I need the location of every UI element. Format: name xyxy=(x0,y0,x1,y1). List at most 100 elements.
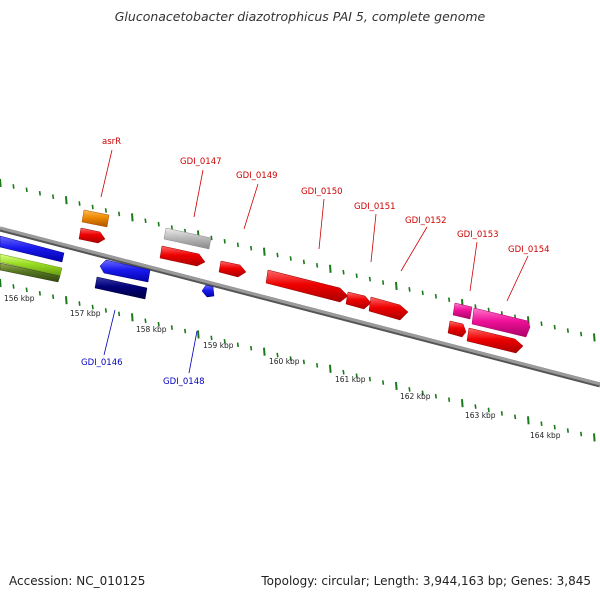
scale-tick xyxy=(65,196,68,205)
leader-line-GDI_0154 xyxy=(506,255,529,302)
leader-line-GDI_0150 xyxy=(318,198,325,250)
scale-tick xyxy=(104,308,107,313)
scale-tick xyxy=(118,211,121,217)
scale-tick xyxy=(540,421,543,427)
scale-tick xyxy=(329,364,332,373)
scale-tick xyxy=(289,256,292,261)
scale-tick xyxy=(593,433,596,442)
scale-label: 162 kbp xyxy=(400,392,431,401)
scale-tick xyxy=(38,290,41,296)
scale-tick xyxy=(580,431,583,437)
outer-tick-track xyxy=(0,178,596,342)
feature-GDI_0149[interactable] xyxy=(218,260,247,278)
scale-label: 164 kbp xyxy=(530,431,561,440)
gene-label-GDI_0148[interactable]: GDI_0148 xyxy=(163,377,205,387)
scale-tick xyxy=(250,245,253,251)
feature-asrR[interactable] xyxy=(81,209,110,228)
scale-tick xyxy=(0,178,2,188)
gene-label-GDI_0154[interactable]: GDI_0154 xyxy=(508,245,550,255)
scale-tick xyxy=(157,221,160,227)
leader-line-GDI_0151 xyxy=(370,213,377,263)
feature-GDI_0146-navy[interactable] xyxy=(94,276,148,300)
feature-GDI_0154-magenta[interactable] xyxy=(471,307,531,338)
scale-tick xyxy=(223,239,226,244)
scale-tick xyxy=(302,259,305,265)
scale-tick xyxy=(566,328,569,333)
scale-tick xyxy=(316,263,319,268)
scale-tick xyxy=(355,373,358,378)
gene-label-asrR[interactable]: asrR xyxy=(102,137,121,147)
gene-label-GDI_0153[interactable]: GDI_0153 xyxy=(457,230,499,240)
scale-tick xyxy=(104,208,107,213)
scale-tick xyxy=(25,287,28,293)
scale-tick xyxy=(12,284,15,289)
scale-tick xyxy=(289,356,292,361)
scale-tick xyxy=(395,381,398,391)
scale-tick xyxy=(276,252,279,258)
scale-tick xyxy=(527,416,530,425)
gene-label-GDI_0151[interactable]: GDI_0151 xyxy=(354,202,396,212)
scale-tick xyxy=(78,201,81,206)
leader-line-GDI_0149 xyxy=(243,183,259,230)
scale-tick xyxy=(65,296,68,305)
scale-tick xyxy=(0,278,2,288)
feature-GDI_0148[interactable] xyxy=(201,284,215,298)
scale-tick xyxy=(421,390,424,396)
feature-GDI_0152[interactable] xyxy=(368,296,409,321)
scale-tick xyxy=(461,399,464,408)
scale-tick xyxy=(12,184,15,189)
scale-labels: 156 kbp 157 kbp 158 kbp 159 kbp 160 kbp … xyxy=(4,294,561,440)
feature-GDI_0150[interactable] xyxy=(265,269,349,303)
feature-olive-left[interactable] xyxy=(0,262,61,283)
scale-tick xyxy=(474,304,477,309)
scale-tick xyxy=(553,424,556,430)
feature-GDI_0146-blue[interactable] xyxy=(99,259,151,283)
scale-tick xyxy=(355,273,358,278)
gene-label-GDI_0146[interactable]: GDI_0146 xyxy=(81,358,123,368)
scale-tick xyxy=(144,318,147,324)
scale-tick xyxy=(316,363,319,368)
feature-blue-left[interactable] xyxy=(0,235,65,263)
scale-tick xyxy=(236,342,239,348)
gene-label-GDI_0147[interactable]: GDI_0147 xyxy=(180,157,222,167)
scale-tick xyxy=(566,428,569,433)
scale-label: 159 kbp xyxy=(203,341,234,350)
scale-tick xyxy=(276,352,279,358)
gene-label-GDI_0149[interactable]: GDI_0149 xyxy=(236,171,278,181)
scale-tick xyxy=(408,387,411,392)
scale-tick xyxy=(131,213,134,222)
feature-GDI_0147-red[interactable] xyxy=(159,245,206,267)
scale-tick xyxy=(25,187,28,193)
scale-tick xyxy=(395,281,398,291)
leader-line-GDI_0147 xyxy=(193,169,204,218)
leader-line-GDI_0146 xyxy=(103,309,116,356)
scale-tick xyxy=(514,414,517,420)
scale-tick xyxy=(118,311,121,317)
feature-GDI_0153-red[interactable] xyxy=(447,320,467,338)
leader-line-GDI_0152 xyxy=(400,226,428,272)
scale-tick xyxy=(329,264,332,273)
feature-GDI_0153-magenta[interactable] xyxy=(452,302,473,320)
feature-red-asr[interactable] xyxy=(78,227,106,244)
feature-GDI_0154-red[interactable] xyxy=(466,327,524,354)
scale-tick xyxy=(78,301,81,306)
scale-tick xyxy=(263,247,266,256)
map-title: Gluconacetobacter diazotrophicus PAI 5, … xyxy=(114,9,486,24)
gene-label-GDI_0152[interactable]: GDI_0152 xyxy=(405,216,447,226)
scale-tick xyxy=(408,287,411,292)
accession-text: Accession: NC_010125 xyxy=(9,574,146,588)
scale-tick xyxy=(553,324,556,330)
scale-tick xyxy=(170,225,173,230)
leader-line-GDI_0148 xyxy=(188,330,198,374)
scale-tick xyxy=(434,293,437,299)
scale-tick xyxy=(144,218,147,224)
scale-tick xyxy=(382,380,385,385)
scale-tick xyxy=(170,325,173,330)
scale-label: 158 kbp xyxy=(136,325,167,334)
scale-tick xyxy=(236,242,239,248)
scale-label: 161 kbp xyxy=(335,375,366,384)
scale-tick xyxy=(448,297,451,302)
feature-GDI_0151[interactable] xyxy=(345,291,372,310)
feature-GDI_0147-gray[interactable] xyxy=(163,227,212,250)
gene-label-GDI_0150[interactable]: GDI_0150 xyxy=(301,187,343,197)
